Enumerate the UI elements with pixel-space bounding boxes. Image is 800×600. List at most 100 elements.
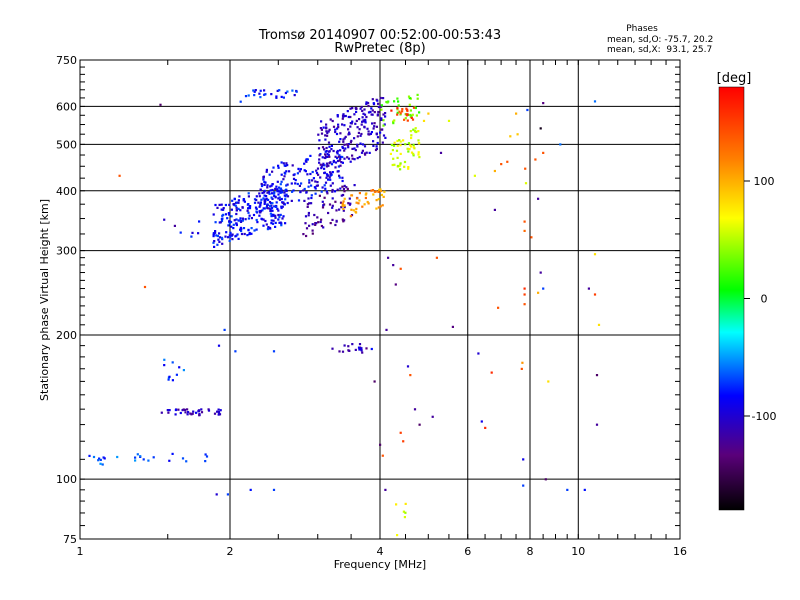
scatter-point (218, 413, 222, 416)
scatter-point (235, 222, 238, 225)
scatter-point (227, 236, 230, 239)
scatter-point (339, 132, 342, 135)
scatter-point (381, 454, 384, 457)
scatter-point (281, 217, 284, 220)
scatter-point (348, 203, 351, 206)
scatter-point (321, 186, 324, 189)
scatter-point (226, 493, 229, 496)
scatter-point (359, 107, 362, 110)
scatter-point (341, 185, 344, 188)
scatter-point (261, 191, 264, 195)
scatter-point (355, 211, 358, 214)
scatter-point (331, 206, 334, 209)
scatter-point (365, 102, 368, 106)
scatter-point (361, 120, 364, 123)
scatter-point (271, 192, 274, 195)
scatter-point (364, 118, 367, 121)
scatter-point (270, 93, 273, 96)
scatter-point (177, 408, 180, 411)
scatter-point (317, 173, 320, 176)
y-tick-label: 200 (56, 329, 77, 342)
scatter-point (399, 431, 402, 434)
scatter-point (329, 178, 332, 181)
scatter-point (363, 203, 366, 206)
scatter-point (227, 212, 230, 215)
scatter-point (228, 203, 231, 206)
scatter-point (99, 458, 102, 461)
scatter-point (198, 220, 201, 223)
scatter-point (277, 164, 280, 167)
scatter-point (216, 410, 219, 413)
x-tick-label: 4 (377, 545, 384, 558)
scatter-point (255, 198, 258, 202)
scatter-point (338, 159, 341, 162)
scatter-point (263, 89, 266, 92)
scatter-point (325, 155, 328, 158)
scatter-point (393, 119, 396, 122)
scatter-point (281, 189, 284, 192)
scatter-point (370, 189, 373, 192)
scatter-point (297, 199, 301, 202)
scatter-point (394, 283, 397, 286)
scatter-point (372, 127, 375, 130)
scatter-point (372, 193, 375, 196)
scatter-point (293, 94, 296, 97)
scatter-point (247, 207, 250, 210)
scatter-point (336, 152, 339, 155)
scatter-point (339, 164, 342, 167)
scatter-point (340, 161, 343, 164)
scatter-point (530, 236, 533, 239)
scatter-point (315, 169, 318, 172)
scatter-point (399, 152, 402, 155)
scatter-point (283, 191, 286, 194)
scatter-point (275, 95, 278, 98)
scatter-point (307, 185, 310, 188)
scatter-point (473, 174, 476, 177)
scatter-point (341, 117, 344, 120)
scatter-point (361, 351, 364, 354)
scatter-point (275, 185, 278, 188)
scatter-point (351, 120, 354, 123)
scatter-point (271, 170, 274, 173)
scatter-point (379, 188, 382, 191)
scatter-point (217, 408, 220, 411)
scatter-point (493, 169, 496, 173)
scatter-point (273, 191, 276, 194)
scatter-point (204, 460, 207, 463)
scatter-point (506, 160, 509, 163)
scatter-point (315, 222, 318, 225)
scatter-point (269, 208, 272, 211)
scatter-point (190, 235, 193, 238)
scatter-point (350, 208, 353, 211)
scatter-point (399, 162, 402, 165)
scatter-point (213, 240, 216, 243)
scatter-point (307, 197, 310, 200)
scatter-point (372, 102, 375, 105)
scatter-point (377, 110, 380, 114)
scatter-point (186, 408, 189, 411)
scatter-point (325, 190, 328, 193)
scatter-point (244, 95, 248, 98)
scatter-point (280, 95, 283, 98)
scatter-point (341, 218, 344, 221)
scatter-point (212, 232, 215, 235)
scatter-point (385, 100, 388, 104)
scatter-point (321, 146, 325, 149)
scatter-point (390, 109, 393, 112)
scatter-point (336, 188, 339, 191)
scatter-point (221, 238, 224, 241)
scatter-point (539, 127, 542, 130)
scatter-point (267, 198, 270, 201)
scatter-point (360, 123, 363, 126)
y-tick-label: 300 (56, 245, 77, 258)
scatter-point (217, 238, 220, 241)
scatter-point (269, 204, 272, 208)
scatter-point (347, 143, 350, 146)
scatter-point (240, 229, 243, 233)
scatter-point (383, 190, 386, 193)
scatter-point (318, 161, 321, 164)
scatter-point (341, 155, 344, 159)
scatter-point (197, 410, 200, 413)
scatter-point (294, 182, 297, 185)
scatter-point (349, 141, 352, 144)
